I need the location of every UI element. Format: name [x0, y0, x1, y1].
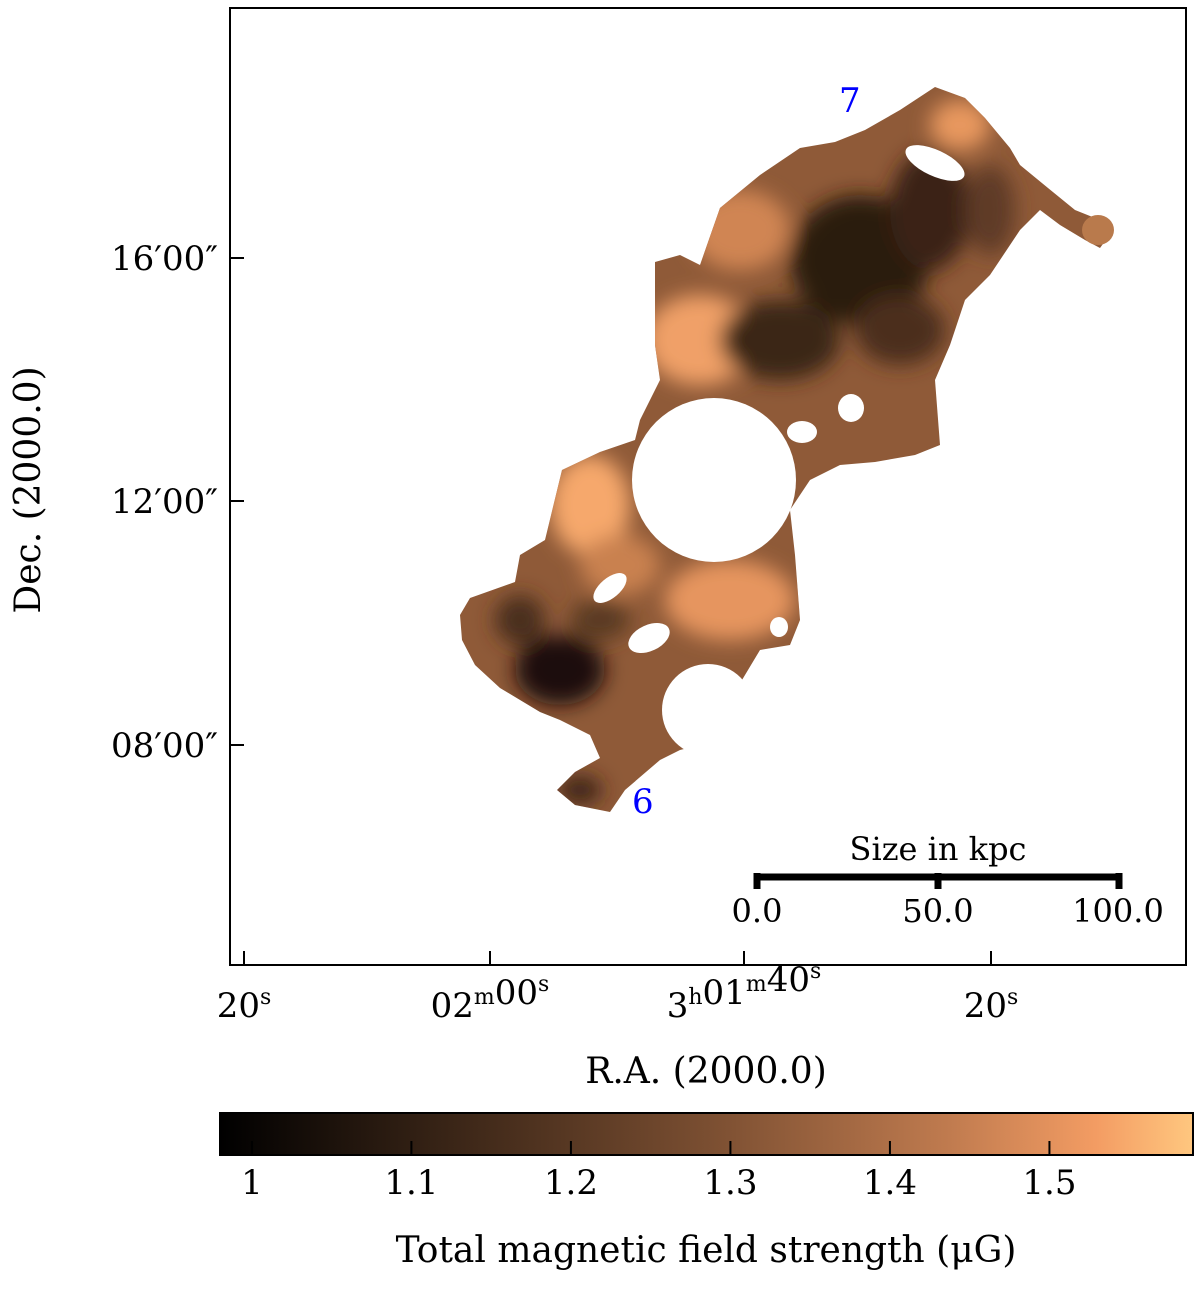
y-tick-label: 16′00″ [111, 239, 218, 279]
scale-bar-title: Size in kpc [850, 830, 1027, 868]
colorbar-tick-label: 1.3 [703, 1163, 757, 1203]
scale-bar-tick-label: 0.0 [732, 892, 783, 930]
y-axis-label: Dec. (2000.0) [8, 366, 49, 613]
colorbar-tick-label: 1.2 [544, 1163, 598, 1203]
masked-holes [593, 145, 965, 756]
colorbar-tick-label: 1 [241, 1163, 263, 1203]
region-label-7: 7 [839, 81, 861, 121]
y-axis [230, 257, 244, 746]
plot-frame [229, 7, 1187, 966]
x-tick-label: 3h01m40s [667, 959, 822, 1026]
x-axis [243, 951, 992, 965]
x-tick-label: 02m00s [431, 972, 550, 1026]
x-tick-label: 20s [964, 985, 1019, 1026]
region-label-6: 6 [632, 782, 654, 822]
scale-bar: Size in kpc 0.0 50.0 100.0 [732, 830, 1164, 930]
colorbar-tick-label: 1.1 [384, 1163, 438, 1203]
y-tick-label: 12′00″ [111, 482, 218, 522]
y-tick-label: 08′00″ [111, 726, 218, 766]
colorbar: 1 1.1 1.2 1.3 1.4 1.5 Total magnetic field st… [219, 1112, 1194, 1271]
x-tick-labels: 20s 02m00s 3h01m40s 20s [217, 959, 1019, 1026]
colorbar-tick-label: 1.5 [1022, 1163, 1076, 1203]
colorbar-ticks: 1 1.1 1.2 1.3 1.4 1.5 [241, 1141, 1076, 1203]
scale-bar-tick-label: 50.0 [902, 892, 973, 930]
x-axis-label: R.A. (2000.0) [585, 1051, 827, 1092]
colorbar-label: Total magnetic field strength (μG) [396, 1230, 1017, 1271]
emission-fragment [1082, 215, 1114, 245]
colorbar-bar [219, 1112, 1194, 1156]
scale-bar-tick-label: 100.0 [1072, 892, 1164, 930]
x-tick-label: 20s [217, 985, 272, 1026]
colorbar-tick-label: 1.4 [863, 1163, 917, 1203]
